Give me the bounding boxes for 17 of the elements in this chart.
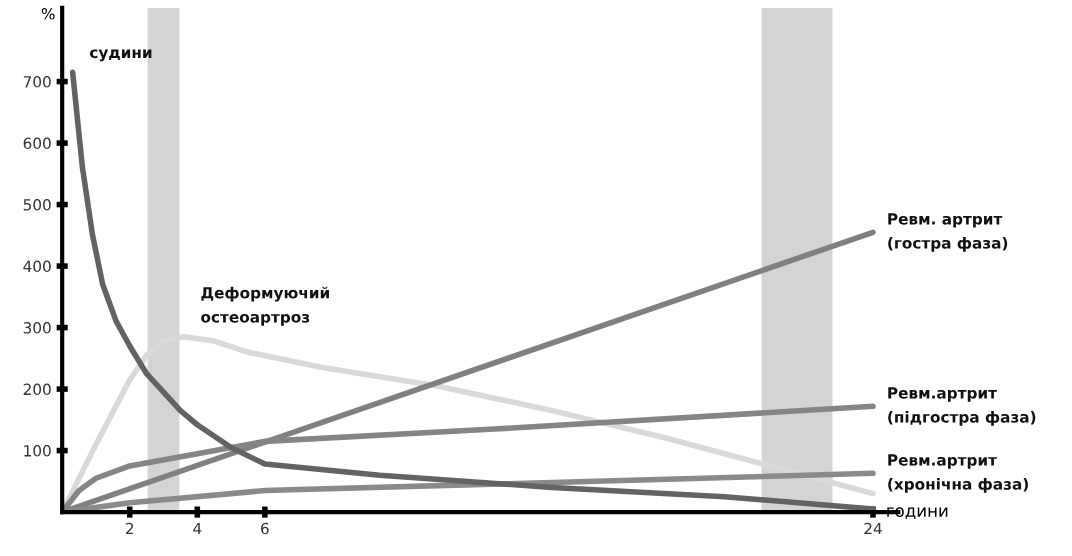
x-tick-label: 4 (193, 522, 202, 535)
series-label: Ревм.артрит (підгостра фаза) (888, 387, 1036, 426)
series-label: Ревм. артрит (гостра фаза) (888, 213, 1008, 252)
y-tick-label: 700 (23, 76, 51, 88)
y-tick-label: 200 (23, 383, 51, 396)
series-label: Деформуючий остеоартроз (201, 286, 329, 326)
x-tick-label: 6 (261, 522, 269, 535)
y-tick-label: 100 (24, 445, 51, 457)
series-label: Ревм.артрит (хронічна фаза) (888, 454, 1028, 493)
y-tick-label: 600 (23, 137, 51, 150)
x-tick-label: 24 (864, 522, 882, 535)
y-axis-title: % (41, 8, 55, 20)
y-tick-label: 400 (23, 260, 51, 273)
y-tick-label: 500 (23, 199, 51, 211)
series-label: судини (89, 49, 152, 62)
x-tick-label: 2 (126, 522, 134, 535)
y-tick-label: 300 (23, 322, 51, 334)
